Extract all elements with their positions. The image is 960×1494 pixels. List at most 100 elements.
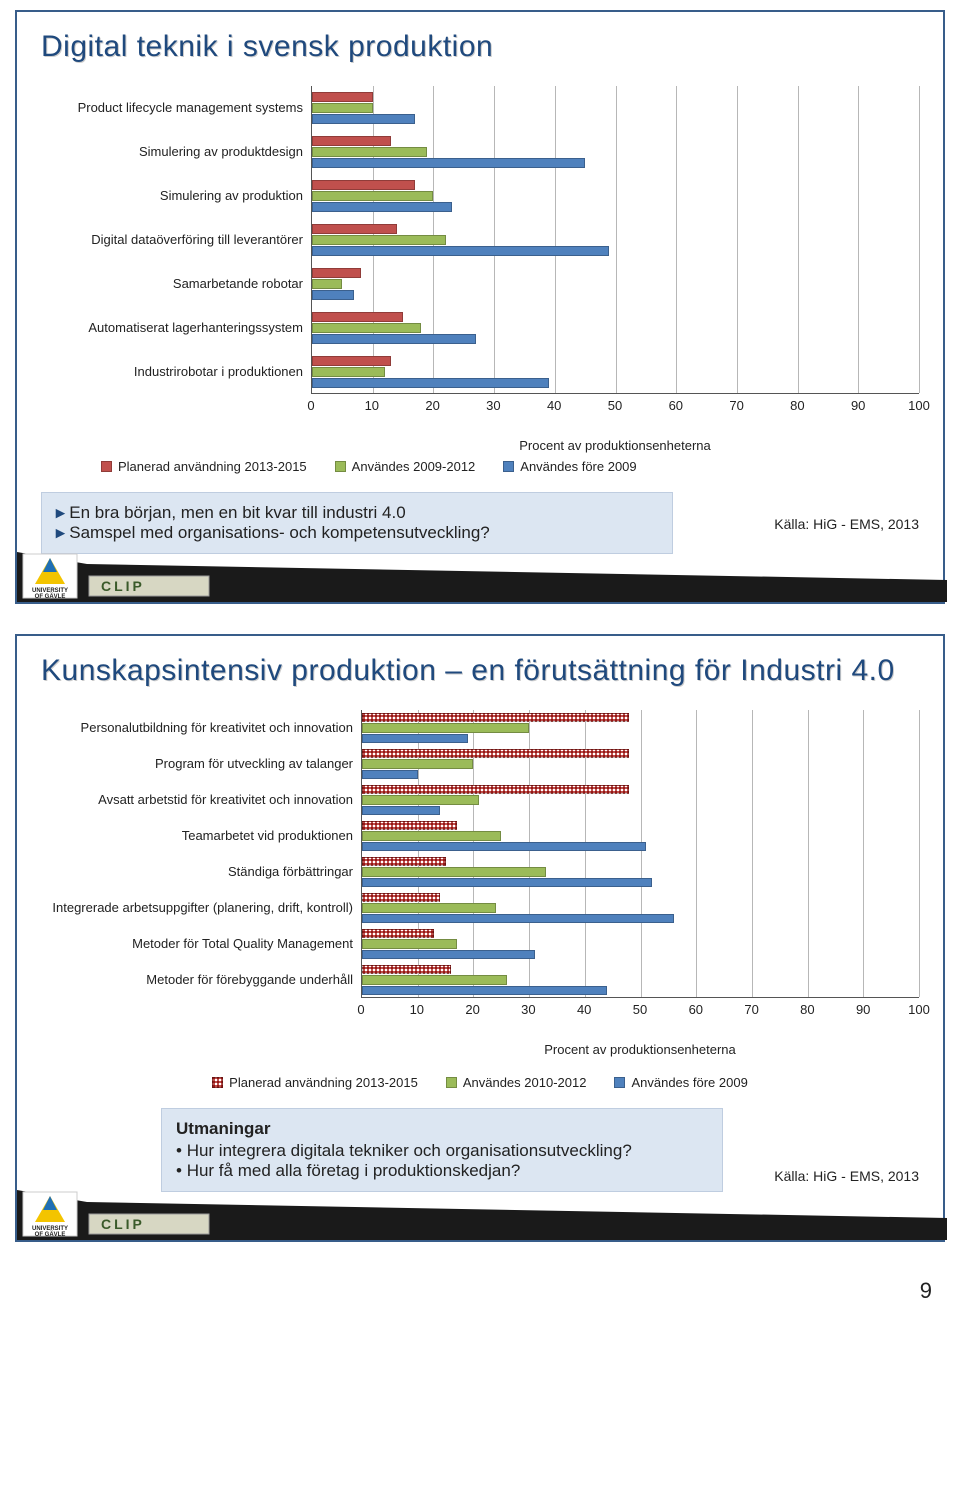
legend-item: Planerad användning 2013-2015 (212, 1075, 418, 1090)
bar (312, 158, 585, 168)
bar (362, 950, 535, 959)
legend-item: Användes 2009-2012 (335, 459, 476, 474)
x-tick: 20 (465, 1002, 479, 1017)
x-tick: 80 (800, 1002, 814, 1017)
bar (362, 842, 646, 851)
svg-text:CLIP: CLIP (101, 578, 145, 594)
category-label: Simulering av produktion (41, 174, 311, 218)
category-label: Samarbetande robotar (41, 262, 311, 306)
bar (362, 749, 629, 758)
legend-item: Användes före 2009 (614, 1075, 747, 1090)
slide-2: Kunskapsintensiv produktion – en förutsä… (15, 634, 945, 1242)
category-label: Personalutbildning för kreativitet och i… (41, 710, 361, 746)
utmaningar-list: Hur integrera digitala tekniker och orga… (176, 1141, 708, 1181)
bar (312, 235, 446, 245)
category-label: Metoder för förebyggande underhåll (41, 962, 361, 998)
bar (362, 867, 546, 876)
bar (362, 831, 501, 840)
bullet-box: En bra början, men en bit kvar till indu… (41, 492, 673, 554)
bar-row (312, 86, 919, 130)
x-tick: 60 (689, 1002, 703, 1017)
legend-item: Användes före 2009 (503, 459, 636, 474)
x-tick: 90 (851, 398, 865, 413)
bar (362, 903, 496, 912)
bar (312, 92, 373, 102)
bar-row (362, 710, 919, 746)
bar (362, 713, 629, 722)
category-label: Metoder för Total Quality Management (41, 926, 361, 962)
utmaningar-heading: Utmaningar (176, 1119, 708, 1139)
bar (312, 312, 403, 322)
list-item: Hur få med alla företag i produktionsked… (176, 1161, 708, 1181)
bar (312, 202, 452, 212)
bar-row (312, 218, 919, 262)
slide-title: Digital teknik i svensk produktion (41, 30, 919, 64)
bar (362, 857, 446, 866)
source-label: Källa: HiG - EMS, 2013 (774, 1168, 919, 1184)
x-axis-title: Procent av produktionsenheterna (311, 438, 919, 453)
bar (312, 323, 421, 333)
chart-2: Personalutbildning för kreativitet och i… (41, 710, 919, 1090)
bar (362, 929, 434, 938)
footer-strip: UNIVERSITYOF GÄVLECLIP (17, 552, 943, 602)
svg-text:OF GÄVLE: OF GÄVLE (35, 1231, 66, 1238)
bar (362, 893, 440, 902)
bar (312, 147, 427, 157)
bar-row (362, 782, 919, 818)
x-tick: 40 (547, 398, 561, 413)
x-tick: 10 (410, 1002, 424, 1017)
bar (362, 939, 457, 948)
x-tick: 30 (521, 1002, 535, 1017)
bar (312, 378, 549, 388)
bar (312, 367, 385, 377)
page-number: 9 (0, 1272, 960, 1316)
bar (312, 268, 361, 278)
utmaningar-box: Utmaningar Hur integrera digitala teknik… (161, 1108, 723, 1192)
x-tick: 50 (633, 1002, 647, 1017)
bar (312, 356, 391, 366)
bar (312, 114, 415, 124)
x-tick: 20 (425, 398, 439, 413)
bar (362, 821, 457, 830)
category-label: Ständiga förbättringar (41, 854, 361, 890)
bar (362, 723, 529, 732)
bar-row (362, 962, 919, 998)
x-tick: 50 (608, 398, 622, 413)
category-label: Industrirobotar i produktionen (41, 350, 311, 394)
bar (362, 759, 473, 768)
x-tick: 90 (856, 1002, 870, 1017)
bar (312, 290, 354, 300)
bar (312, 191, 433, 201)
bar-row (312, 306, 919, 350)
source-label: Källa: HiG - EMS, 2013 (774, 516, 919, 532)
x-tick: 100 (908, 398, 930, 413)
x-tick: 0 (357, 1002, 364, 1017)
category-label: Program för utveckling av talanger (41, 746, 361, 782)
chart-1: Product lifecycle management systemsSimu… (41, 86, 919, 474)
category-label: Automatiserat lagerhanteringssystem (41, 306, 311, 350)
bar (362, 878, 652, 887)
bar (312, 136, 391, 146)
x-tick: 70 (729, 398, 743, 413)
bar (312, 180, 415, 190)
bar (362, 770, 418, 779)
slide-title: Kunskapsintensiv produktion – en förutsä… (41, 654, 919, 688)
svg-text:CLIP: CLIP (101, 1216, 145, 1232)
x-tick: 30 (486, 398, 500, 413)
bar (362, 806, 440, 815)
footer-svg: UNIVERSITYOF GÄVLECLIP (17, 1190, 947, 1240)
bar-row (362, 854, 919, 890)
bar (312, 103, 373, 113)
bar-row (362, 890, 919, 926)
bar-row (362, 746, 919, 782)
category-label: Integrerade arbetsuppgifter (planering, … (41, 890, 361, 926)
bar-row (312, 350, 919, 394)
x-tick: 70 (744, 1002, 758, 1017)
bar-row (312, 262, 919, 306)
x-tick: 40 (577, 1002, 591, 1017)
slide-1: Digital teknik i svensk produktion Produ… (15, 10, 945, 604)
list-item: Hur integrera digitala tekniker och orga… (176, 1141, 708, 1161)
x-tick: 0 (307, 398, 314, 413)
bar-row (362, 926, 919, 962)
x-tick: 100 (908, 1002, 930, 1017)
